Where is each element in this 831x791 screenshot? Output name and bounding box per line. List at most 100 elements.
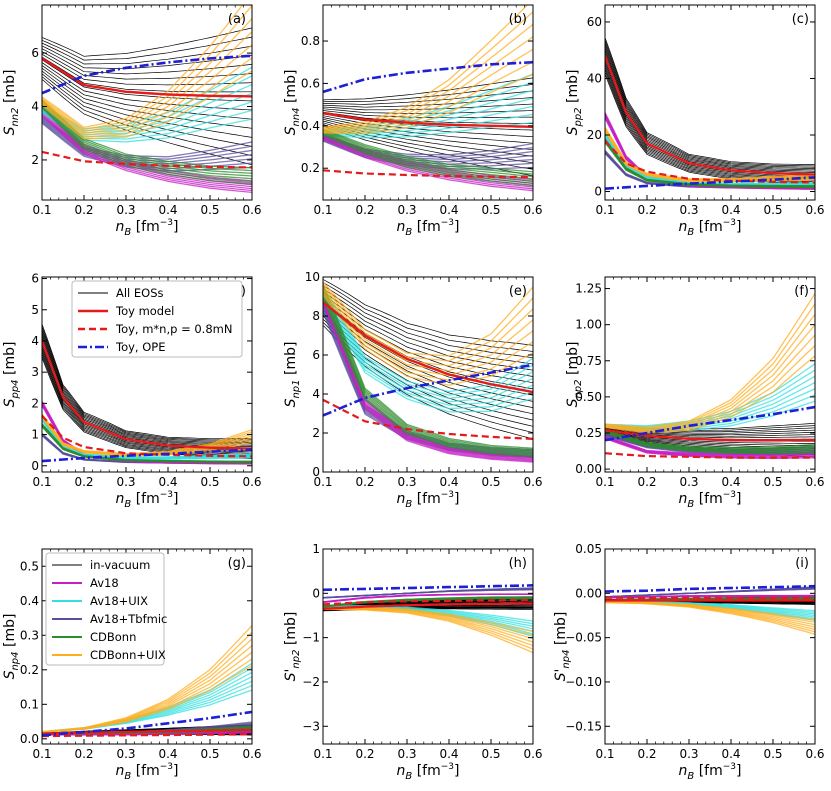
series-cdbonn <box>323 133 533 185</box>
series-cdbonn-uix <box>323 73 533 135</box>
panel-tag: (e) <box>509 284 527 299</box>
x-tick-label: 0.6 <box>242 475 261 489</box>
y-tick-label: 0.3 <box>20 628 39 642</box>
series-cdbonn-uix <box>42 70 252 140</box>
y-tick-label: 4 <box>31 334 39 348</box>
series-cdbonn <box>323 129 533 175</box>
series-av18 <box>42 112 252 190</box>
all-eos-line <box>323 288 533 365</box>
panel-b: 0.1 0.2 0.3 0.4 0.5 0.6 0.2 0.4 0.6 0.8 nB [fm−3] S… <box>283 4 543 238</box>
plot-area <box>323 279 533 463</box>
series-cdbonn-uix <box>323 608 533 654</box>
y-tick-label: 0 <box>312 465 320 479</box>
series-toy-m-0-8mn <box>323 169 533 179</box>
x-tick-label: 0.3 <box>116 475 135 489</box>
x-tick-label: 0.5 <box>481 747 500 761</box>
all-eos-line <box>323 77 533 101</box>
all-eos-line <box>605 431 815 447</box>
all-eos-line <box>42 326 252 441</box>
series-av18-uix <box>42 676 252 733</box>
series-cdbonn-uix <box>323 281 533 357</box>
x-tick-label: 0.3 <box>679 203 698 217</box>
series-toy-model <box>42 57 252 98</box>
y-tick-label: 0.00 <box>575 586 602 600</box>
series-cdbonn <box>42 103 252 177</box>
series-cdbonn-uix <box>42 18 252 132</box>
y-tick-label: 0.0 <box>20 732 39 746</box>
series-cdbonn-uix <box>42 31 252 134</box>
plot-area <box>42 323 252 465</box>
series-cdbonn-uix <box>605 293 815 428</box>
series-cdbonn <box>42 423 252 462</box>
series-toy-ope <box>323 363 533 417</box>
y-tick-label: 0 <box>31 459 39 473</box>
all-eos-line <box>605 49 815 172</box>
series-toy-model <box>323 602 533 610</box>
axes-frame <box>604 4 816 201</box>
plot-area <box>42 625 252 738</box>
x-axis-label: nB [fm−3] <box>679 762 742 782</box>
panel-tag: (c) <box>792 12 809 27</box>
series-toy-m-0-8mn <box>42 733 252 738</box>
x-tick-label: 0.6 <box>523 203 542 217</box>
series-cdbonn <box>323 290 533 454</box>
series-cdbonn <box>42 102 252 174</box>
panel-h: 0.1 0.2 0.3 0.4 0.5 0.6 −3 −2 −1 0 1 nB [fm−3] S'np2… <box>283 542 543 782</box>
y-tick-label: 40 <box>587 71 602 85</box>
all-eos-line <box>42 344 252 451</box>
series-toy-ope <box>42 710 252 737</box>
x-tick-label: 0.1 <box>595 475 614 489</box>
y-tick-label: 0.6 <box>301 76 320 90</box>
panel-tag: (f) <box>794 284 809 299</box>
series-av18-uix <box>605 363 815 427</box>
axes-frame <box>604 276 816 473</box>
series-cdbonn <box>323 296 533 458</box>
y-axis-label: Snp4 [mb] <box>2 614 21 680</box>
panel-tag: (a) <box>228 12 246 27</box>
series-cdbonn-uix <box>323 23 533 130</box>
axes-frame <box>604 548 816 745</box>
series-cdbonn-uix <box>42 413 252 455</box>
y-tick-label: −2 <box>302 675 320 689</box>
series-cdbonn <box>42 106 252 182</box>
x-axis-label: nB [fm−3] <box>116 218 179 238</box>
all-eos-line <box>605 54 815 175</box>
all-eos-line <box>42 62 252 111</box>
x-axis-label: nB [fm−3] <box>397 762 460 782</box>
x-tick-label: 0.4 <box>158 747 177 761</box>
y-tick-label: 0 <box>594 185 602 199</box>
legend-bottom: in-vacuum Av18 Av18+UIX Av18+Tbfmic CDBonn CD… <box>45 552 167 666</box>
series-av18 <box>323 302 533 463</box>
y-tick-label: 0.25 <box>575 426 602 440</box>
series-av18-uix <box>42 671 252 733</box>
series-av18 <box>323 593 533 604</box>
y-tick-label: 0 <box>312 586 320 600</box>
axes-frame <box>322 4 534 201</box>
axes-frame <box>41 4 253 201</box>
x-tick-label: 0.1 <box>313 203 332 217</box>
y-tick-label: −0.05 <box>565 631 602 645</box>
y-tick-label: 6 <box>312 348 320 362</box>
series-av18-uix <box>42 416 252 458</box>
x-tick-label: 0.6 <box>805 475 824 489</box>
series-av18 <box>42 113 252 192</box>
series-toy-ope <box>605 584 815 593</box>
series-cdbonn <box>323 134 533 187</box>
series-cdbonn-uix <box>323 290 533 377</box>
x-tick-label: 0.3 <box>397 747 416 761</box>
legend-label: Av18 <box>90 576 119 590</box>
series-cdbonn-uix <box>323 48 533 132</box>
y-tick-label: 0.00 <box>575 462 602 476</box>
all-eos-line <box>323 285 533 359</box>
series-cdbonn-uix <box>605 345 815 433</box>
x-tick-label: 0.6 <box>523 747 542 761</box>
series-cdbonn-uix <box>605 324 815 431</box>
series-av18-uix <box>323 292 533 403</box>
series-av18 <box>323 300 533 462</box>
y-axis-label: Spp4 [mb] <box>2 342 21 408</box>
x-tick-label: 0.3 <box>116 747 135 761</box>
all-eos-line <box>605 44 815 169</box>
series-toy-m-0-8mn <box>42 150 252 169</box>
series-av18 <box>42 115 252 194</box>
